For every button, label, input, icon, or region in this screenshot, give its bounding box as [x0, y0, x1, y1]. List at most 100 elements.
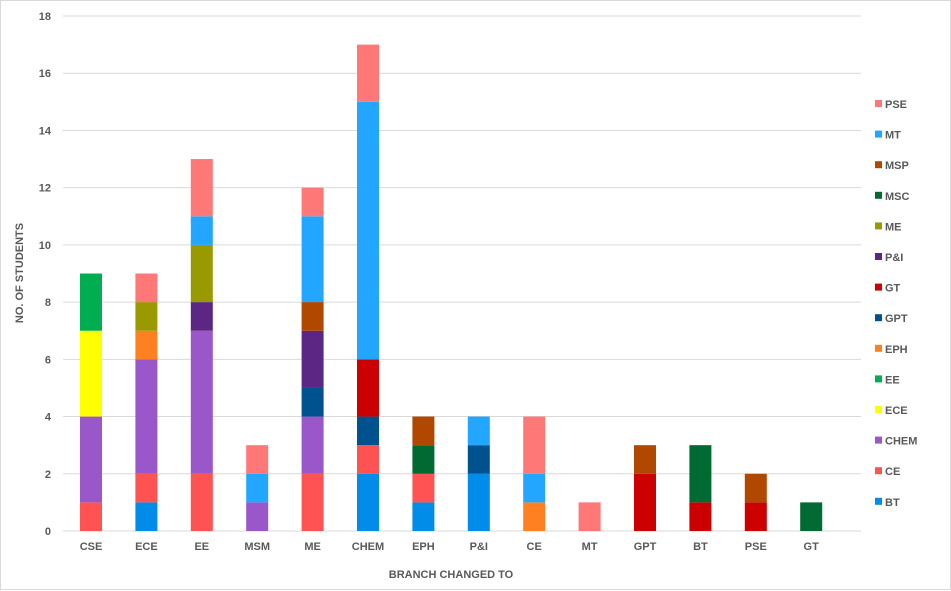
- legend-swatch: [875, 406, 882, 413]
- bar-segment-ME-EE: [190, 244, 213, 303]
- legend-label: MSP: [885, 160, 909, 172]
- legend-label: BT: [885, 497, 900, 509]
- y-tick-label: 18: [39, 11, 51, 23]
- legend-swatch: [875, 222, 882, 230]
- legend-item-ME: ME: [875, 221, 902, 233]
- x-tick-label: P&I: [470, 541, 488, 553]
- legend-label: CHEM: [885, 436, 917, 448]
- legend-item-MT: MT: [875, 130, 901, 142]
- legend-label: P&I: [885, 252, 903, 264]
- legend-swatch: [875, 344, 882, 352]
- legend-swatch: [875, 253, 882, 260]
- x-tick-label: PSE: [745, 541, 767, 553]
- bar-segment-P&I-EE: [190, 302, 213, 331]
- legend-label: EPH: [885, 344, 908, 356]
- legend-swatch: [875, 100, 882, 107]
- bar-segment-GT-GPT: [634, 473, 656, 531]
- legend-swatch: [875, 314, 882, 322]
- bar-segment-BT-ECE: [135, 502, 158, 531]
- legend-item-CHEM: CHEM: [875, 436, 917, 448]
- bar-segment-PSE-EE: [190, 159, 213, 217]
- x-tick-label: MT: [582, 541, 598, 553]
- bar-segment-EPH-CE: [523, 502, 546, 531]
- legend-swatch: [875, 191, 882, 199]
- legend-swatch: [875, 436, 882, 444]
- bar-segment-MSC-EPH: [412, 445, 435, 474]
- bar-segment-CE-EE: [190, 473, 213, 531]
- x-tick-label: BT: [693, 541, 708, 553]
- bar-segment-CE-ME: [301, 473, 324, 531]
- bar-segment-PSE-MT: [578, 502, 601, 531]
- x-tick-label: ECE: [135, 541, 158, 553]
- bar-segment-MT-MSM: [246, 473, 269, 503]
- bar-segment-PSE-ME: [301, 187, 324, 217]
- bar-segment-MSP-PSE: [744, 473, 767, 503]
- bar-segment-MSC-BT: [689, 445, 712, 503]
- legend-item-BT: BT: [875, 497, 900, 509]
- bar-segment-MSC-GT: [800, 502, 823, 531]
- bar-segment-CHEM-ME: [301, 416, 324, 474]
- legend-item-EPH: EPH: [875, 344, 908, 356]
- legend-item-GPT: GPT: [875, 313, 908, 325]
- bar-segment-EE-CSE: [80, 273, 102, 331]
- bar-segment-P&I-ME: [301, 330, 324, 388]
- bar-segment-GPT-CHEM: [357, 416, 379, 446]
- y-tick-label: 6: [45, 354, 51, 366]
- y-tick-label: 0: [45, 526, 51, 538]
- bar-segment-BT-P&I: [467, 473, 490, 531]
- legend-item-P&I: P&I: [875, 252, 903, 264]
- legend-swatch: [875, 497, 882, 505]
- bar-segment-PSE-CE: [523, 416, 546, 474]
- bar-segment-EPH-ECE: [135, 330, 158, 360]
- legend-item-MSP: MSP: [875, 160, 909, 172]
- bar-segment-MSP-EPH: [412, 416, 435, 446]
- legend-swatch: [875, 375, 882, 383]
- x-tick-label: EE: [194, 541, 209, 553]
- bar-segment-CE-EPH: [412, 473, 435, 503]
- bar-segment-CHEM-ECE: [135, 359, 158, 474]
- legend-swatch: [875, 130, 882, 138]
- legend-swatch: [875, 467, 882, 475]
- legend-item-ECE: ECE: [875, 405, 908, 417]
- y-tick-label: 10: [39, 240, 51, 252]
- y-tick-label: 14: [39, 125, 52, 137]
- legend-swatch: [875, 161, 882, 169]
- x-tick-label: CSE: [80, 541, 103, 553]
- y-tick-label: 8: [45, 297, 51, 309]
- x-tick-label: CE: [527, 541, 542, 553]
- legend-label: ECE: [885, 405, 908, 417]
- bar-segment-MT-CHEM: [357, 101, 379, 360]
- x-tick-label: MSM: [244, 541, 270, 553]
- bar-segment-CE-CSE: [80, 502, 102, 531]
- legend-item-CE: CE: [875, 466, 900, 478]
- bar-segment-MSP-ME: [301, 302, 324, 331]
- legend-item-PSE: PSE: [875, 99, 907, 111]
- legend-label: GPT: [885, 313, 908, 325]
- bar-segment-GPT-ME: [301, 387, 324, 417]
- bar-segment-GT-BT: [689, 502, 712, 531]
- x-axis-label: BRANCH CHANGED TO: [389, 569, 514, 581]
- legend-label: MT: [885, 130, 901, 142]
- bar-segment-PSE-CHEM: [357, 44, 379, 102]
- y-tick-label: 16: [39, 68, 51, 80]
- bar-segment-BT-CHEM: [357, 473, 379, 531]
- bar-segment-CE-ECE: [135, 473, 158, 503]
- x-tick-label: EPH: [412, 541, 435, 553]
- bar-segment-CHEM-EE: [190, 330, 213, 474]
- legend-item-EE: EE: [875, 374, 900, 386]
- bar-segment-CHEM-MSM: [246, 502, 269, 531]
- bar-segment-GT-PSE: [744, 502, 767, 531]
- y-tick-label: 12: [39, 183, 51, 195]
- bar-segment-MT-CE: [523, 473, 546, 503]
- legend-label: EE: [885, 374, 900, 386]
- legend-swatch: [875, 283, 882, 291]
- y-axis-label: NO. OF STUDENTS: [14, 223, 26, 323]
- y-tick-label: 4: [45, 412, 52, 424]
- legend-label: GT: [885, 283, 901, 295]
- legend-label: ME: [885, 221, 902, 233]
- legend-label: MSC: [885, 191, 910, 203]
- bar-segment-MSP-GPT: [634, 445, 656, 474]
- x-tick-label: GT: [804, 541, 820, 553]
